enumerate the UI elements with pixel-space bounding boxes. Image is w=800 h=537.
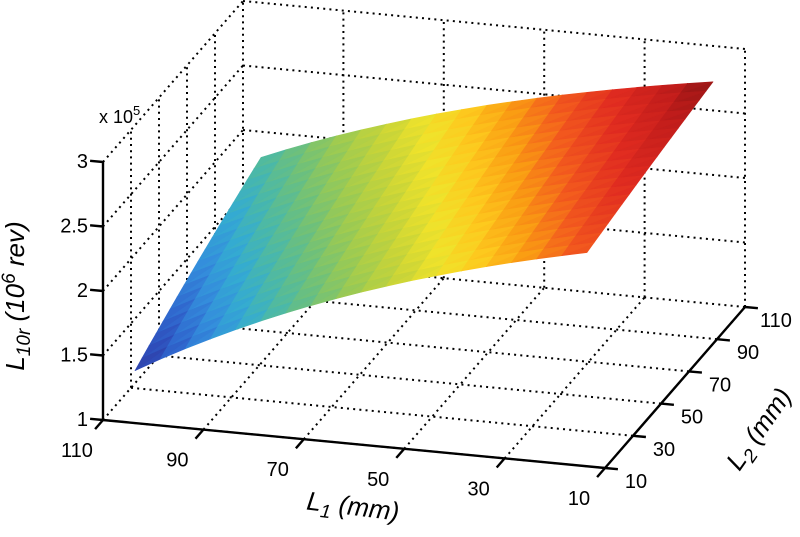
z-tick-label: 3 <box>77 151 88 173</box>
surface-mesh <box>134 81 714 371</box>
x-tick-label: 110 <box>61 440 93 462</box>
x-tick-label: 30 <box>467 478 489 500</box>
x-tick-label: 50 <box>367 469 389 491</box>
z-tick-label: 2.5 <box>60 216 88 238</box>
y-tick-label: 30 <box>653 439 675 461</box>
z-tick-label: 1.5 <box>60 345 88 367</box>
y-axis-title: L2 (mm) <box>720 382 800 478</box>
z-axis-title: L10r (106 rev) <box>0 221 35 370</box>
y-tick-label: 50 <box>681 407 703 429</box>
y-tick-label: 110 <box>760 310 792 332</box>
x-tick-label: 90 <box>166 450 188 472</box>
y-tick-label: 90 <box>737 342 759 364</box>
z-axis-exponent-label: x 105 <box>99 103 140 127</box>
axis-lines <box>89 159 759 478</box>
axis-line-set <box>89 159 759 478</box>
x-tick-label: 70 <box>267 459 289 481</box>
y-tick-label: 70 <box>709 374 731 396</box>
y-tick-label: 10 <box>625 471 647 493</box>
x-axis-title: L1 (mm) <box>305 486 401 532</box>
z-tick-label: 1 <box>77 409 88 431</box>
z-tick-label: 2 <box>77 280 88 302</box>
x-tick-label: 10 <box>568 488 590 510</box>
